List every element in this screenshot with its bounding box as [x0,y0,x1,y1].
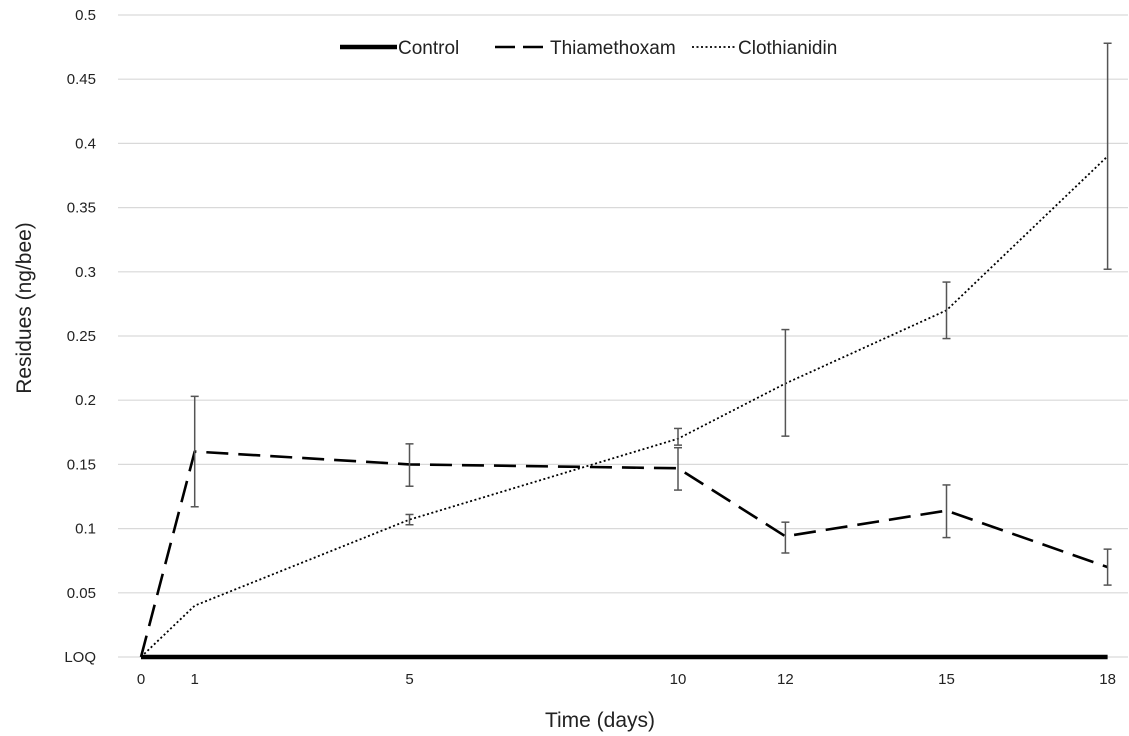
series-lines [139,155,1109,660]
legend-label: Clothianidin [738,38,837,59]
legend-label: Control [398,38,459,59]
error-bar-thiamethoxam [190,395,199,508]
error-bar-thiamethoxam [405,443,414,487]
y-tick-label: 0.2 [75,392,96,409]
error-bar-thiamethoxam [942,484,951,539]
x-tick-label: 15 [938,671,955,688]
legend-item-control: Control [340,38,459,59]
y-tick-label: 0.35 [67,200,96,217]
series-line-clothianidin [140,155,1109,658]
y-axis-title: Residues (ng/bee) [13,222,36,394]
error-bar-clothianidin [942,281,951,340]
y-tick-label: 0.4 [75,135,96,152]
y-tick-label: LOQ [64,649,96,666]
x-tick-label: 1 [191,671,199,688]
y-tick-label: 0.5 [75,7,96,24]
axes: LOQ 0.05 0.1 0.15 0.2 0.25 0.3 0.35 0.4 0.45 0.5 0 1… [64,7,1116,688]
legend-item-clothianidin: Clothianidin [692,38,837,59]
y-tick-label: 0.05 [67,585,96,602]
y-tick-label: 0.3 [75,264,96,281]
series-line-thiamethoxam [139,450,1109,658]
y-tick-label: 0.45 [67,71,96,88]
error-bar-clothianidin [781,328,790,437]
y-tick-label: 0.1 [75,521,96,538]
legend: Control Thiamethoxam Clothianidin [340,38,837,59]
legend-item-thiamethoxam: Thiamethoxam [495,38,676,59]
x-tick-label: 12 [777,671,794,688]
error-bar-thiamethoxam [674,446,682,491]
x-tick-label: 18 [1099,671,1116,688]
legend-label: Thiamethoxam [550,38,676,59]
error-bar-thiamethoxam [781,521,790,554]
x-tick-label: 10 [670,671,687,688]
x-axis-title: Time (days) [545,709,655,732]
error-bar-clothianidin [674,427,682,446]
x-tick-label: 0 [137,671,145,688]
error-bar-clothianidin [405,513,414,526]
y-tick-label: 0.15 [67,456,96,473]
grid-lines [118,14,1128,658]
error-bars [190,42,1112,586]
y-tick-label: 0.25 [67,328,96,345]
error-bar-thiamethoxam [1103,548,1112,586]
error-bar-clothianidin [1103,42,1112,270]
x-tick-label: 5 [405,671,413,688]
